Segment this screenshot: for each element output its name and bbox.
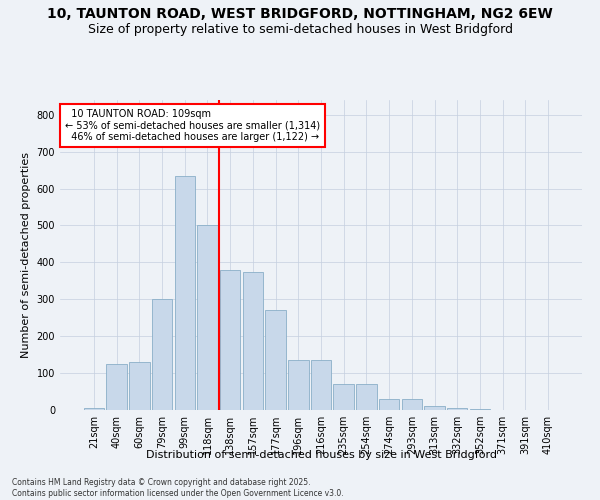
Bar [401,399,422,410]
Text: 10 TAUNTON ROAD: 109sqm
← 53% of semi-detached houses are smaller (1,314)
  46% : 10 TAUNTON ROAD: 109sqm ← 53% of semi-de… [65,110,320,142]
Bar [197,226,218,410]
Bar [152,300,172,410]
Text: Distribution of semi-detached houses by size in West Bridgford: Distribution of semi-detached houses by … [146,450,497,460]
Bar [356,384,377,410]
Bar [288,360,308,410]
Bar [106,364,127,410]
Bar [220,270,241,410]
Text: 10, TAUNTON ROAD, WEST BRIDGFORD, NOTTINGHAM, NG2 6EW: 10, TAUNTON ROAD, WEST BRIDGFORD, NOTTIN… [47,8,553,22]
Bar [242,272,263,410]
Bar [379,399,400,410]
Y-axis label: Number of semi-detached properties: Number of semi-detached properties [21,152,31,358]
Bar [175,176,195,410]
Text: Size of property relative to semi-detached houses in West Bridgford: Size of property relative to semi-detach… [88,22,512,36]
Bar [424,406,445,410]
Text: Contains HM Land Registry data © Crown copyright and database right 2025.
Contai: Contains HM Land Registry data © Crown c… [12,478,344,498]
Bar [265,310,286,410]
Bar [129,362,149,410]
Bar [447,408,467,410]
Bar [334,384,354,410]
Bar [84,408,104,410]
Bar [311,360,331,410]
